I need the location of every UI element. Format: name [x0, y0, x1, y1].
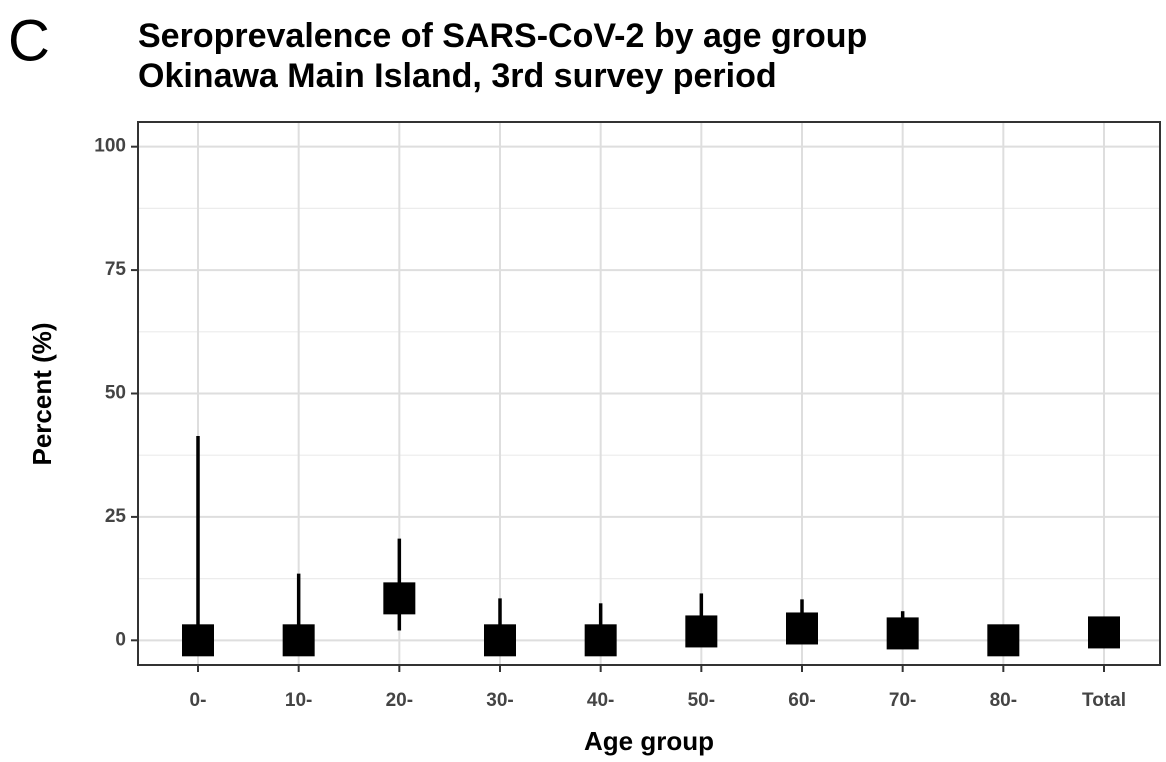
chart-title: Seroprevalence of SARS-CoV-2 by age grou…: [138, 17, 867, 55]
point: [484, 624, 516, 657]
y-tick-label: 0: [115, 629, 126, 650]
point: [987, 624, 1020, 657]
point: [584, 624, 617, 657]
point: [383, 582, 416, 615]
panel-label: C: [8, 8, 50, 73]
x-tick-label: 30-: [486, 690, 513, 711]
x-tick-label: 20-: [386, 690, 413, 711]
chart-subtitle: Okinawa Main Island, 3rd survey period: [138, 57, 777, 95]
x-tick-label: 10-: [285, 690, 312, 711]
point: [886, 617, 919, 650]
point: [685, 615, 718, 648]
point: [182, 624, 214, 657]
y-tick-label: 75: [105, 259, 127, 280]
x-tick-label: 40-: [587, 690, 614, 711]
y-tick-label: 25: [105, 506, 127, 527]
x-tick-label: 80-: [990, 690, 1017, 711]
point: [1088, 616, 1120, 649]
x-tick-label: 50-: [688, 690, 715, 711]
x-tick-label: 70-: [889, 690, 916, 711]
x-tick-label: Total: [1082, 690, 1126, 711]
y-tick-label: 50: [105, 383, 126, 404]
point: [786, 612, 818, 645]
point: [282, 624, 315, 657]
plot-border: [137, 121, 1161, 666]
x-axis-label: Age group: [584, 726, 714, 756]
y-axis-label: Percent (%): [27, 322, 57, 465]
x-tick-label: 60-: [788, 690, 815, 711]
y-tick-label: 100: [94, 136, 126, 157]
x-tick-label: 0-: [190, 690, 207, 711]
